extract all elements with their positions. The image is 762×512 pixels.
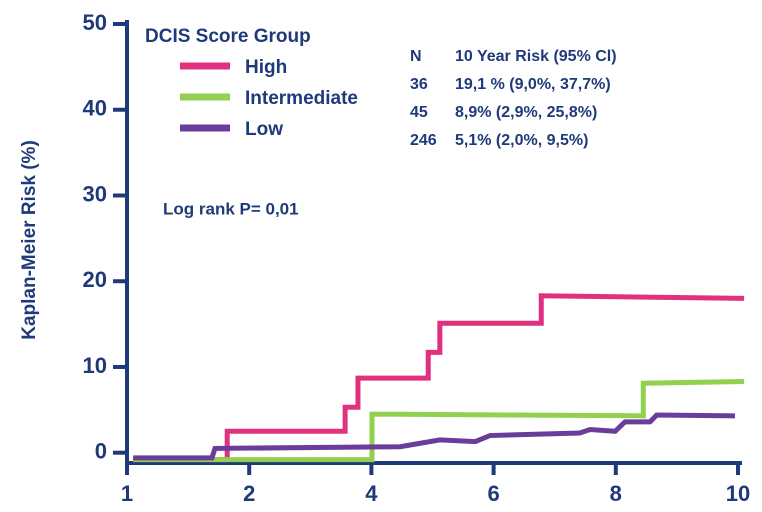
y-axis-label: Kaplan-Meier Risk (%) — [19, 140, 40, 340]
y-tick-label: 0 — [95, 439, 107, 464]
km-curve — [133, 293, 745, 463]
annotation: Log rank P= 0,01 — [163, 199, 299, 218]
table-header: 10 Year Risk (95% Cl) — [455, 48, 617, 65]
x-tick-label: 8 — [610, 481, 622, 506]
y-tick-label: 50 — [83, 10, 107, 35]
km-curve — [133, 379, 745, 463]
table-cell: 36 — [410, 76, 428, 93]
y-tick-label: 30 — [83, 181, 107, 206]
table-cell: 45 — [410, 104, 428, 121]
legend-label: Intermediate — [245, 88, 358, 109]
table-cell: 5,1% (2,0%, 9,5%) — [455, 132, 588, 149]
km-curve — [133, 412, 735, 461]
legend-title: DCIS Score Group — [145, 26, 311, 47]
table-header: N — [410, 48, 422, 65]
x-tick-label: 2 — [243, 481, 255, 506]
x-tick-label: 4 — [365, 481, 378, 506]
table-cell: 8,9% (2,9%, 25,8%) — [455, 104, 597, 121]
x-tick-label: 10 — [726, 481, 750, 506]
legend-label: Low — [245, 119, 283, 140]
y-tick-label: 10 — [83, 353, 107, 378]
y-tick-label: 20 — [83, 267, 107, 292]
x-tick-label: 6 — [487, 481, 499, 506]
y-tick-label: 40 — [83, 96, 107, 121]
table-cell: 246 — [410, 132, 437, 149]
legend-label: High — [245, 57, 287, 78]
x-tick-label: 1 — [121, 481, 133, 506]
table-cell: 19,1 % (9,0%, 37,7%) — [455, 76, 611, 93]
